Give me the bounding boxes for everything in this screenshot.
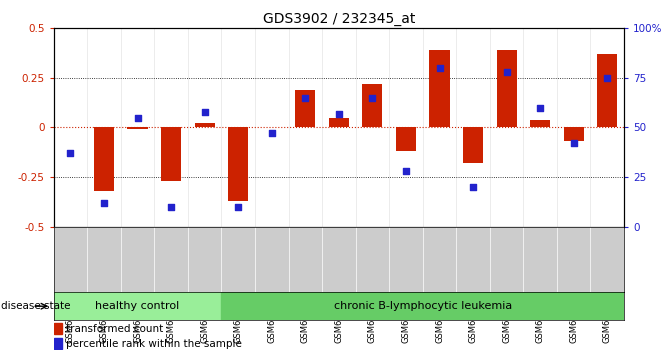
Point bbox=[568, 141, 579, 146]
Point bbox=[233, 204, 244, 210]
Point bbox=[65, 150, 76, 156]
Point bbox=[501, 69, 512, 75]
Bar bbox=[54, 338, 62, 349]
Point bbox=[99, 200, 109, 206]
Point bbox=[132, 115, 143, 120]
Point bbox=[602, 75, 613, 81]
Title: GDS3902 / 232345_at: GDS3902 / 232345_at bbox=[262, 12, 415, 26]
Point bbox=[434, 65, 445, 71]
Bar bbox=[362, 84, 382, 127]
Bar bbox=[221, 292, 624, 320]
Point bbox=[367, 95, 378, 101]
Bar bbox=[329, 118, 349, 127]
Bar bbox=[295, 90, 315, 127]
Bar bbox=[597, 54, 617, 127]
Text: chronic B-lymphocytic leukemia: chronic B-lymphocytic leukemia bbox=[333, 301, 512, 311]
Text: percentile rank within the sample: percentile rank within the sample bbox=[66, 339, 242, 349]
Point bbox=[166, 204, 176, 210]
Point bbox=[401, 168, 411, 174]
Point bbox=[199, 109, 210, 114]
Bar bbox=[161, 127, 181, 181]
Point bbox=[333, 111, 344, 116]
Bar bbox=[54, 324, 62, 334]
Bar bbox=[127, 127, 148, 130]
Text: transformed count: transformed count bbox=[66, 324, 163, 334]
Bar bbox=[497, 50, 517, 127]
Point bbox=[468, 184, 478, 190]
Point bbox=[266, 131, 277, 136]
Bar bbox=[429, 50, 450, 127]
Bar bbox=[530, 120, 550, 127]
Bar bbox=[54, 292, 221, 320]
Point bbox=[300, 95, 311, 101]
Bar bbox=[195, 124, 215, 127]
Text: healthy control: healthy control bbox=[95, 301, 180, 311]
Bar bbox=[463, 127, 483, 163]
Bar bbox=[94, 127, 114, 191]
Bar bbox=[396, 127, 416, 151]
Bar bbox=[564, 127, 584, 141]
Bar bbox=[228, 127, 248, 201]
Point bbox=[535, 105, 546, 110]
Text: disease state: disease state bbox=[1, 301, 70, 311]
